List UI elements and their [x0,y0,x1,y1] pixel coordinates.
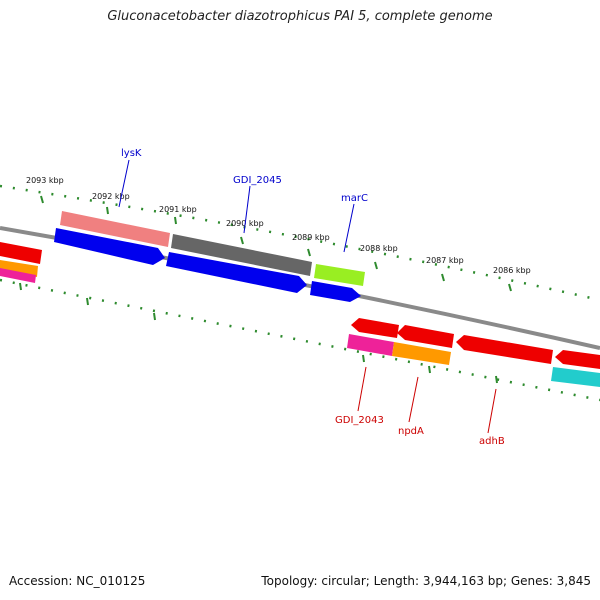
genome-summary-text: Topology: circular; Length: 3,944,163 bp… [261,574,591,588]
gene-label-lysk: lysK [121,148,142,159]
gene-feature [0,242,42,264]
scale-label: 2088 kbp [360,244,398,253]
forward-strand-features[interactable] [0,211,365,302]
accession-text: Accession: NC_010125 [9,574,146,588]
gene-label-npda: npdA [398,426,424,437]
gene-feature [0,268,36,283]
gene-feature-marc [314,264,365,286]
gene-label-adhb: adhB [479,436,505,447]
scale-label: 2093 kbp [26,176,64,185]
scale-label: 2092 kbp [92,192,130,201]
gene-feature-npda [392,342,451,365]
scale-label: 2091 kbp [159,205,197,214]
gene-feature [456,335,553,364]
gene-label-gdi2045: GDI_2045 [233,175,282,186]
scale-label: 2089 kbp [292,233,330,242]
gene-feature [555,350,600,369]
gene-feature [0,260,38,277]
gene-feature [310,281,361,302]
gene-feature [54,228,165,265]
gene-feature-gdi2045 [171,234,312,276]
inner-scale-track [0,278,600,402]
reverse-strand-features[interactable] [347,318,600,387]
scale-label: 2086 kbp [493,266,531,275]
reverse-gene-labels: GDI_2043 npdA adhB [335,366,505,447]
forward-gene-labels: lysK GDI_2045 marC [118,148,368,253]
gene-feature [166,252,307,293]
gene-label-gdi2043: GDI_2043 [335,415,384,426]
scale-label: 2087 kbp [426,256,464,265]
gene-feature [551,367,600,387]
map-title: Gluconacetobacter diazotrophicus PAI 5, … [107,9,493,24]
gene-feature [351,318,399,338]
gene-feature [397,325,454,348]
gene-feature-lysk [60,211,170,247]
gene-label-marc: marC [341,193,368,204]
gene-feature-gdi2043 [347,334,394,356]
outer-scale-track [0,184,600,302]
